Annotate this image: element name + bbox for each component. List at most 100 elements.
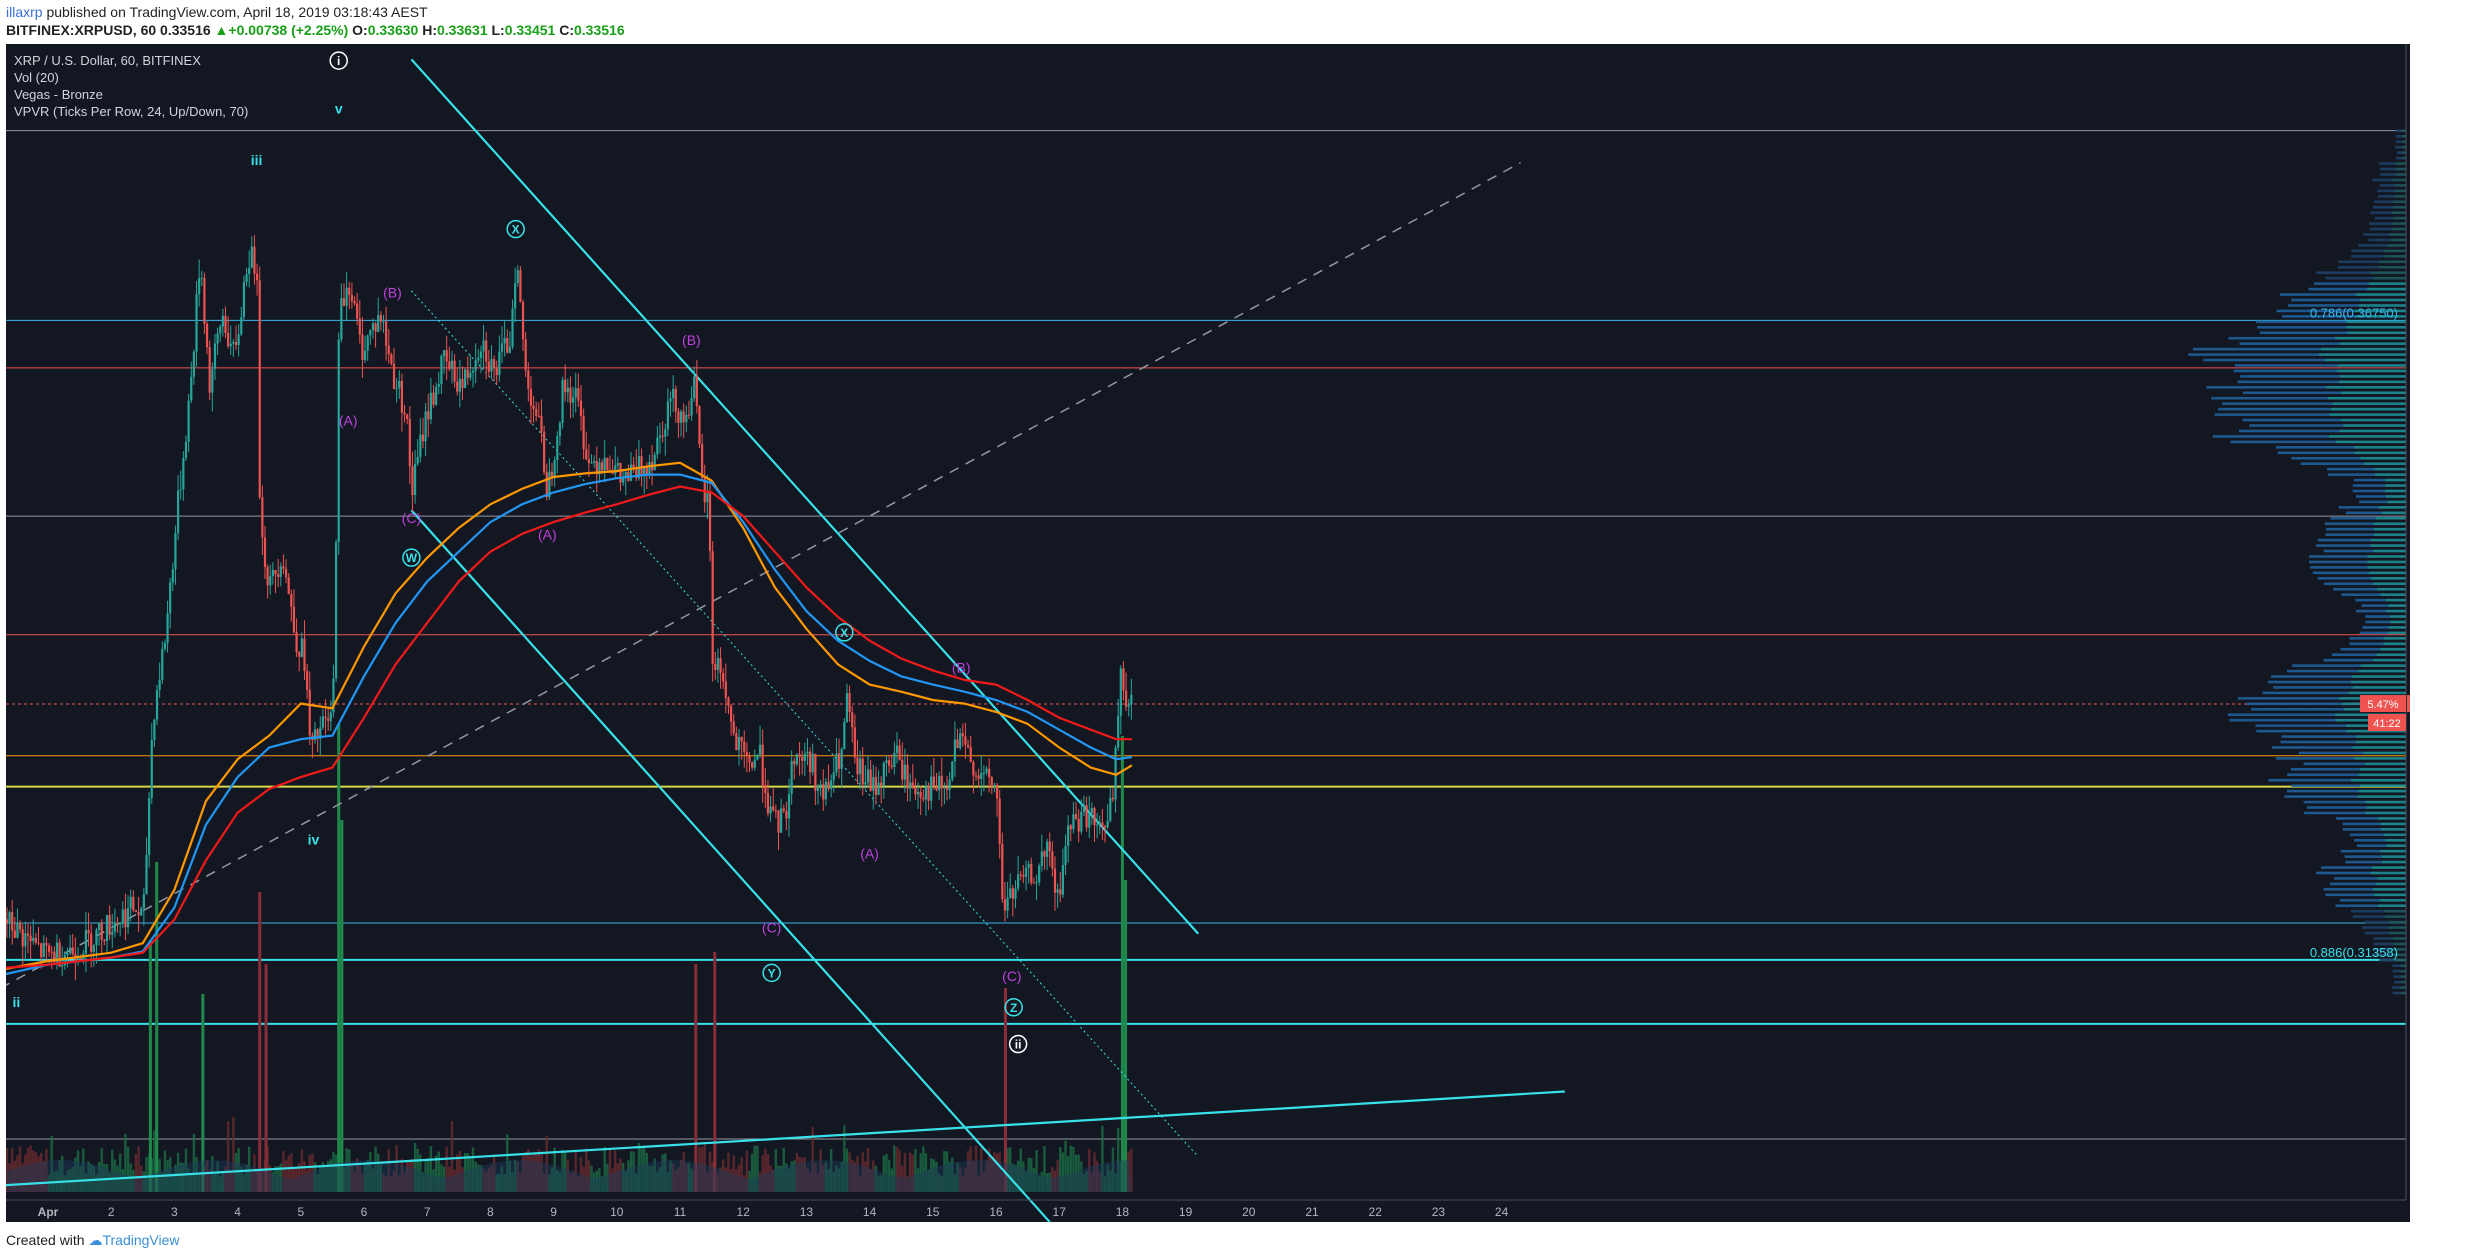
candle-body-110 [295,632,298,653]
volume-bar-360 [953,1174,957,1192]
author-link[interactable]: illaxrp [6,4,43,20]
vpvr-row-147 [2377,189,2395,193]
vpvr-row-133 [2337,265,2379,269]
vpvr-row-94 [2353,478,2386,482]
candle-body-304 [806,751,809,754]
volume-bar-419 [1109,1170,1112,1192]
volume-bar-346 [916,1168,920,1192]
vpvr-row-144 [2372,205,2393,209]
candle-body-297 [787,794,791,819]
candle-body-276 [732,721,735,734]
candle-body-379 [1003,899,1007,911]
candle-body-242 [643,466,646,476]
candle-body-390 [1032,882,1036,884]
volume-bar-69 [187,1168,190,1192]
candle-body-35 [97,922,101,930]
vpvr-row-up-125 [2354,309,2406,313]
candle-body-150 [400,380,404,413]
candle-body-387 [1024,867,1028,877]
vpvr-row-151 [2379,167,2396,171]
vpvr-row-9 [2373,942,2394,946]
volume-bar-46 [126,1146,130,1192]
candle-body-89 [240,317,243,335]
vpvr-row-61 [2323,658,2373,662]
vpvr-row-122 [2257,325,2347,329]
volume-bar-282 [748,1170,751,1192]
candle-body-181 [482,340,485,352]
candle-body-158 [421,434,425,442]
vpvr-row-62 [2331,653,2377,657]
volume-bar-257 [682,1152,685,1192]
volume-bar-153 [408,1160,412,1192]
vpvr-row-up-87 [2375,516,2406,520]
candle-body-335 [887,760,891,766]
vpvr-row-up-77 [2368,571,2406,575]
vpvr-row-up-33 [2365,811,2406,815]
candle-body-403 [1067,825,1070,846]
candle-body-185 [492,359,496,369]
low-value: 0.33451 [504,22,556,38]
volume-bar-300 [795,1152,799,1192]
volume-bar-393 [1040,1171,1044,1192]
vpvr-row-91 [2355,495,2386,498]
volume-bar-384 [1016,1160,1020,1192]
vpvr-row-up-71 [2388,604,2406,607]
volume-bar-1 [8,1163,11,1192]
vpvr-row-148 [2379,184,2396,187]
volume-bar-259 [687,1163,691,1192]
candle-body-327 [866,769,870,783]
volume-bar-303 [803,1157,807,1192]
volume-bar-3 [13,1160,17,1192]
volume-bar-213 [566,1159,570,1192]
volume-bar-241 [640,1146,643,1192]
volume-bar-142 [379,1164,383,1192]
vpvr-row-2 [2394,980,2402,984]
vpvr-row-up-16 [2377,904,2406,908]
candle-body-208 [553,459,556,478]
vpvr-row-1 [2392,986,2401,989]
volume-bar-180 [479,1165,483,1192]
volume-bar-158 [421,1172,425,1192]
vpvr-row-up-151 [2395,167,2406,171]
vpvr-row-up-74 [2376,587,2406,591]
x-tick-label-16: 17 [1053,1205,1067,1219]
tradingview-logo-icon[interactable]: ☁ [88,1232,103,1248]
tradingview-brand[interactable]: TradingView [102,1232,180,1248]
x-tick-label-7: 8 [487,1205,494,1219]
candle-body-178 [474,360,477,371]
candle-body-316 [837,753,841,769]
volume-spike-1 [155,862,159,1192]
candle-body-212 [564,379,567,393]
candle-body-220 [585,449,588,460]
candle-body-133 [356,303,359,319]
candle-body-226 [600,462,604,471]
vpvr-row-up-76 [2370,577,2406,580]
volume-bar-361 [956,1162,959,1192]
candle-body-325 [861,758,864,785]
vpvr-row-129 [2308,287,2368,291]
vpvr-row-16 [2335,904,2378,908]
candle-body-107 [287,577,290,595]
candle-body-153 [408,419,411,467]
volume-bar-166 [442,1166,446,1192]
candle-body-149 [398,380,401,389]
volume-bar-298 [790,1161,793,1192]
candle-body-169 [450,360,454,369]
vpvr-row-99 [2277,451,2355,455]
volume-bar-70 [190,1174,193,1192]
volume-bar-66 [179,1162,182,1192]
candle-body-37 [103,939,106,942]
x-tick-label-20: 21 [1305,1205,1319,1219]
candle-body-396 [1048,841,1051,852]
candle-body-10 [32,937,35,942]
vpvr-row-up-37 [2358,789,2406,793]
candle-body-285 [756,754,759,760]
trendline-2 [6,1090,1565,1187]
candle-body-73 [198,278,201,295]
volume-bar-8 [26,1147,30,1192]
volume-bar-267 [708,1151,712,1192]
candle-body-32 [90,933,93,952]
candle-body-273 [724,681,727,698]
